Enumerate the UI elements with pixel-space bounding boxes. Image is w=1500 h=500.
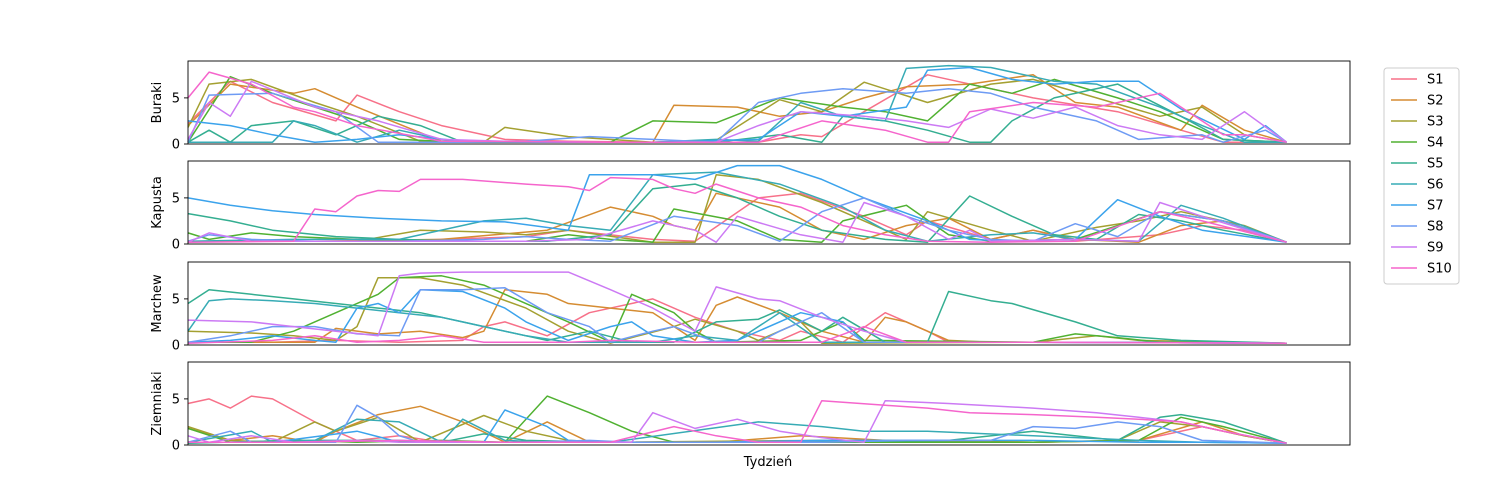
legend-item-s4: S4 (1391, 136, 1444, 151)
series-line-s5 (187, 288, 1287, 344)
legend-item-s5: S5 (1391, 157, 1444, 172)
series-line-s10 (187, 71, 1287, 143)
series-line-s10 (187, 176, 1287, 243)
series-line-s5 (187, 183, 1287, 243)
series-line-s7 (187, 288, 1287, 344)
series-line-s5 (187, 83, 1287, 143)
subplot-kapusta: 0 5 Kapusta (150, 160, 1351, 253)
series-line-s8 (187, 87, 1287, 143)
subplot-panels: 0 5 Buraki 0 5 Kapusta 0 5 Marchew 0 5 Ziemniaki (150, 60, 1351, 454)
legend-label: S4 (1427, 136, 1444, 151)
series-line-s3 (188, 174, 1287, 243)
legend-label: S10 (1427, 262, 1452, 277)
series-line-s9 (187, 80, 1288, 143)
series-line-s8 (187, 287, 1287, 344)
legend-item-s8: S8 (1391, 220, 1444, 235)
y-axis-label: Kapusta (150, 176, 165, 229)
axes-frame (187, 361, 1351, 446)
series-line-s4 (187, 204, 1287, 243)
y-tick-label: 5 (172, 292, 180, 307)
x-axis-label: Tydzień (743, 455, 793, 470)
subplot-ziemniaki: 0 5 Ziemniaki (150, 361, 1351, 454)
legend-item-s6: S6 (1391, 178, 1444, 193)
legend-box (1383, 67, 1460, 285)
y-axis-label: Buraki (150, 82, 165, 124)
legend-item-s2: S2 (1391, 94, 1444, 109)
series-line-s3 (187, 414, 1287, 444)
series-line-s4 (188, 275, 1287, 344)
series-line-s7 (187, 66, 1288, 143)
legend-item-s10: S10 (1391, 262, 1452, 277)
legend-label: S5 (1427, 157, 1444, 172)
legend-item-s9: S9 (1391, 241, 1444, 256)
series-line-s2 (187, 74, 1287, 143)
y-axis-label: Marchew (150, 274, 165, 333)
legend-item-s7: S7 (1391, 199, 1444, 214)
y-tick-label: 0 (172, 138, 180, 153)
series-line-s9 (187, 271, 1287, 344)
series-line-s7 (188, 409, 1287, 444)
subplot-marchew: 0 5 Marchew (150, 261, 1351, 354)
legend-label: S6 (1427, 178, 1444, 193)
series-line-s6 (188, 64, 1287, 143)
y-tick-label: 0 (172, 439, 180, 454)
axes-frame (187, 60, 1351, 145)
legend-item-s3: S3 (1391, 115, 1444, 130)
legend-label: S9 (1427, 241, 1444, 256)
legend-label: S8 (1427, 220, 1444, 235)
legend-label: S2 (1427, 94, 1444, 109)
series-line-s10 (188, 399, 1287, 444)
series-line-s6 (187, 171, 1287, 243)
y-tick-label: 5 (172, 191, 180, 206)
legend-label: S1 (1427, 73, 1444, 88)
axes-frame (187, 261, 1351, 346)
series-line-s9 (187, 201, 1287, 243)
subplot-buraki: 0 5 Buraki (150, 60, 1351, 153)
legend-item-s1: S1 (1391, 73, 1444, 88)
series-line-s2 (188, 288, 1287, 344)
series-line-s10 (187, 325, 1287, 344)
series-line-s8 (187, 197, 1287, 243)
axes-frame (187, 160, 1351, 245)
legend-label: S7 (1427, 199, 1444, 214)
y-tick-label: 0 (172, 238, 180, 253)
y-tick-label: 5 (172, 392, 180, 407)
y-axis-label: Ziemniaki (150, 371, 165, 435)
legend: S1 S2 S3 S4 S5 S6 S7 S8 S9 S10 (1383, 67, 1460, 285)
series-line-s3 (187, 78, 1287, 143)
series-line-s7 (187, 164, 1287, 243)
y-tick-label: 5 (172, 91, 180, 106)
y-tick-label: 0 (172, 339, 180, 354)
legend-label: S3 (1427, 115, 1444, 130)
